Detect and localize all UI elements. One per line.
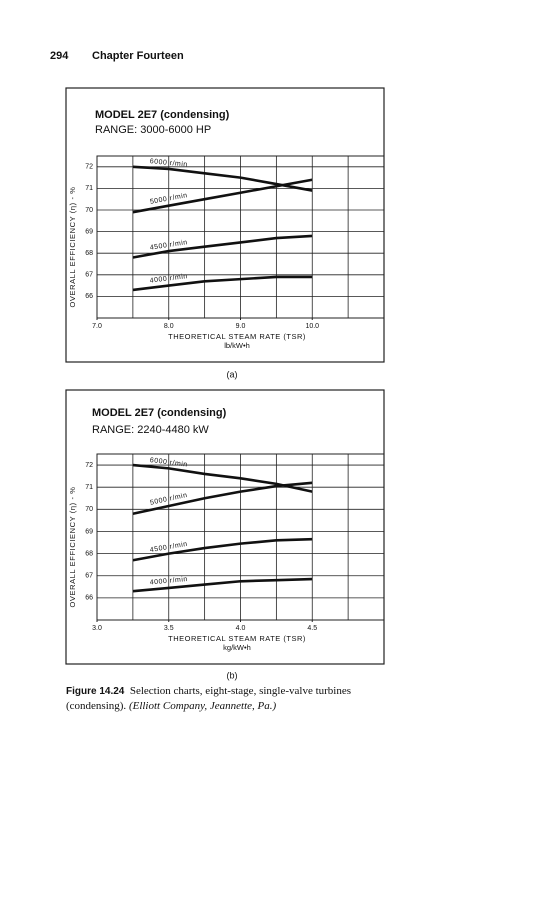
series-line bbox=[132, 537, 313, 562]
x-tick-label: 4.5 bbox=[307, 625, 317, 632]
y-tick-label: 66 bbox=[85, 595, 93, 602]
y-tick-label: 72 bbox=[85, 164, 93, 171]
x-tick-label: 7.0 bbox=[92, 323, 102, 330]
y-tick-label: 67 bbox=[85, 573, 93, 580]
y-tick-label: 68 bbox=[85, 250, 93, 257]
chart-title: MODEL 2E7 (condensing) bbox=[95, 109, 230, 121]
y-tick-label: 68 bbox=[85, 550, 93, 557]
x-tick-label: 3.5 bbox=[164, 625, 174, 632]
caption-text: Selection charts, eight-stage, single-va… bbox=[66, 685, 352, 712]
panel-label: (b) bbox=[227, 670, 238, 680]
y-tick-label: 69 bbox=[85, 528, 93, 535]
y-tick-label: 67 bbox=[85, 272, 93, 279]
x-axis-unit: kg/kW•h bbox=[223, 643, 251, 652]
caption-source: (Elliott Company, Jeannette, Pa.) bbox=[128, 700, 277, 712]
series-line bbox=[132, 234, 313, 259]
y-axis-label: OVERALL EFFICIENCY (η) - % bbox=[68, 486, 77, 607]
caption: Figure 14.24 Selection charts, eight-sta… bbox=[66, 684, 388, 713]
caption-label: Figure 14.24 bbox=[66, 686, 125, 697]
series-line bbox=[132, 481, 313, 516]
y-axis-label: OVERALL EFFICIENCY (η) - % bbox=[68, 186, 77, 307]
curve-label: 6000 r/min bbox=[149, 457, 188, 469]
series-line bbox=[132, 577, 313, 593]
y-tick-label: 71 bbox=[85, 185, 93, 192]
x-axis-label: THEORETICAL STEAM RATE (TSR) bbox=[168, 332, 306, 341]
x-axis-label: THEORETICAL STEAM RATE (TSR) bbox=[168, 634, 306, 643]
chart-subtitle: RANGE: 2240-4480 kW bbox=[92, 424, 209, 436]
chapter-title: Chapter Fourteen bbox=[92, 50, 184, 62]
page-number: 294 bbox=[50, 50, 69, 62]
curve-label: 4000 r/min bbox=[149, 273, 188, 285]
y-tick-label: 66 bbox=[85, 293, 93, 300]
panel-label: (a) bbox=[227, 369, 238, 379]
x-tick-label: 8.0 bbox=[164, 323, 174, 330]
curve-label: 6000 r/min bbox=[149, 158, 188, 168]
series-line bbox=[132, 165, 313, 192]
y-tick-label: 70 bbox=[85, 207, 93, 214]
y-tick-label: 70 bbox=[85, 506, 93, 513]
x-tick-label: 10.0 bbox=[305, 323, 319, 330]
x-axis-unit: lb/kW•h bbox=[224, 341, 250, 350]
series-line bbox=[132, 275, 313, 292]
series-line bbox=[132, 178, 313, 214]
x-tick-label: 4.0 bbox=[236, 625, 246, 632]
series-line bbox=[132, 463, 313, 493]
x-tick-label: 9.0 bbox=[236, 323, 246, 330]
chart-title: MODEL 2E7 (condensing) bbox=[92, 407, 227, 419]
curve-label: 4000 r/min bbox=[150, 576, 189, 586]
x-tick-label: 3.0 bbox=[92, 625, 102, 632]
y-tick-label: 69 bbox=[85, 228, 93, 235]
chart-subtitle: RANGE: 3000-6000 HP bbox=[95, 124, 211, 136]
y-tick-label: 71 bbox=[85, 484, 93, 491]
y-tick-label: 72 bbox=[85, 462, 93, 469]
